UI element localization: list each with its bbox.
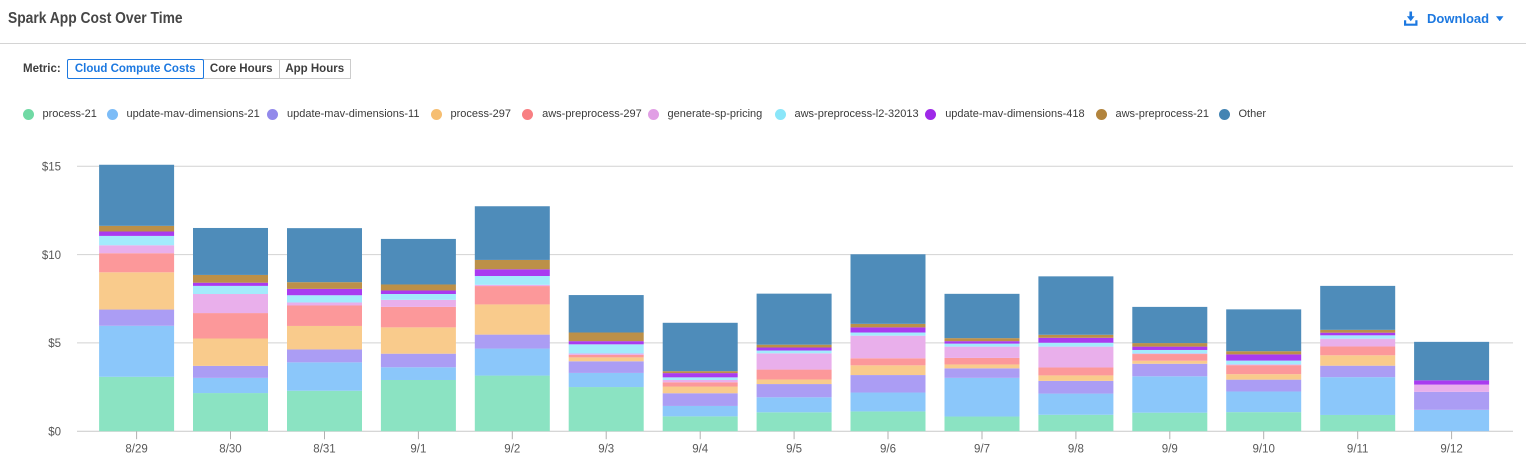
svg-text:9/1: 9/1 xyxy=(410,444,426,456)
svg-text:$10: $10 xyxy=(42,250,61,262)
svg-text:$15: $15 xyxy=(42,162,61,174)
svg-text:9/12: 9/12 xyxy=(1440,444,1462,456)
svg-text:9/2: 9/2 xyxy=(504,444,520,456)
svg-text:8/29: 8/29 xyxy=(125,444,147,456)
svg-text:9/6: 9/6 xyxy=(880,444,896,456)
svg-text:$5: $5 xyxy=(48,338,61,350)
svg-text:9/7: 9/7 xyxy=(974,444,990,456)
svg-text:9/3: 9/3 xyxy=(598,444,614,456)
svg-text:8/31: 8/31 xyxy=(313,444,335,456)
svg-text:8/30: 8/30 xyxy=(219,444,241,456)
svg-text:9/8: 9/8 xyxy=(1068,444,1084,456)
svg-text:9/9: 9/9 xyxy=(1162,444,1178,456)
svg-text:9/10: 9/10 xyxy=(1253,444,1275,456)
svg-text:9/5: 9/5 xyxy=(786,444,802,456)
svg-text:$0: $0 xyxy=(48,426,61,438)
svg-text:9/11: 9/11 xyxy=(1347,444,1369,456)
svg-text:9/4: 9/4 xyxy=(692,444,709,456)
